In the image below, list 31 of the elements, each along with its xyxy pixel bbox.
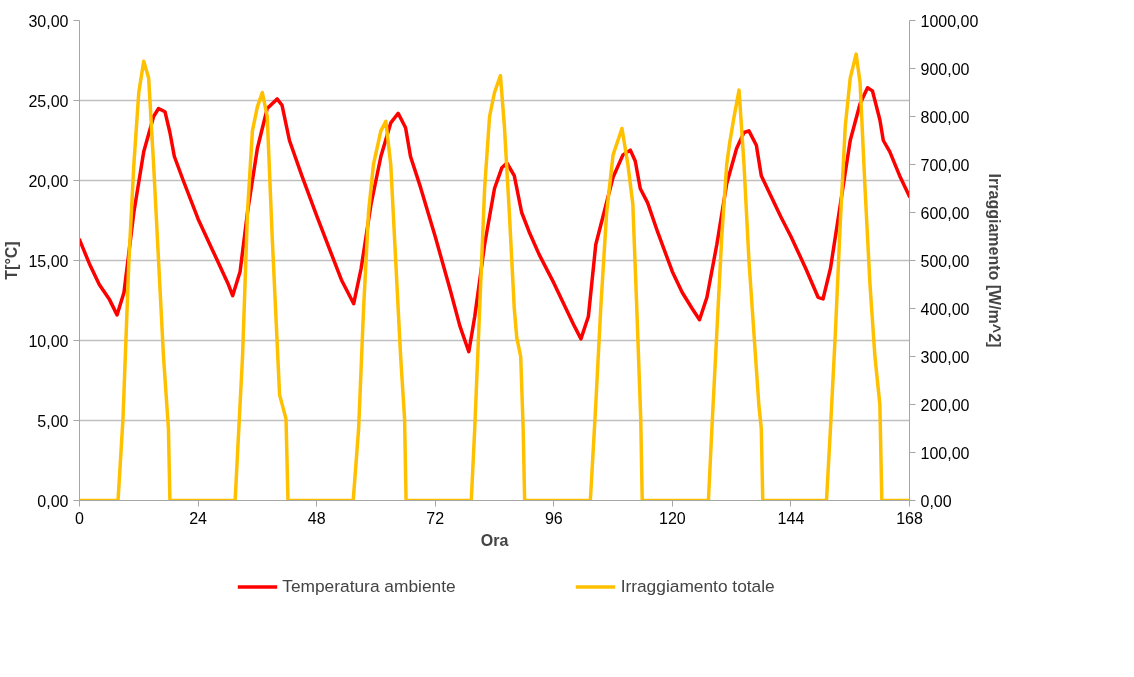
x-tick-label: 144 xyxy=(777,509,805,527)
y-tick-label: 15,00 xyxy=(28,252,69,270)
x-tick-label: 120 xyxy=(659,509,686,527)
y2-tick-label: 300,00 xyxy=(920,348,970,366)
legend-label: Irraggiamento totale xyxy=(620,575,775,597)
x-tick-label: 24 xyxy=(189,509,208,527)
y2-tick-label: 600,00 xyxy=(920,204,970,222)
y2-tick-label: 800,00 xyxy=(920,108,970,126)
y-tick-label: 5,00 xyxy=(37,412,69,430)
legend-label: Temperatura ambiente xyxy=(282,575,456,597)
x-tick-label: 0 xyxy=(75,509,85,527)
y-tick-label: 10,00 xyxy=(28,332,69,350)
y-tick-label: 25,00 xyxy=(28,92,69,110)
y2-tick-label: 500,00 xyxy=(920,252,970,270)
y2-tick-label: 900,00 xyxy=(920,60,970,78)
y2-tick-label: 100,00 xyxy=(920,444,970,462)
y2-tick-label: 200,00 xyxy=(920,396,970,414)
y-tick-label: 30,00 xyxy=(28,12,69,30)
x-tick-label: 72 xyxy=(426,509,445,527)
y2-axis-title: Irraggiamento [W/m^2] xyxy=(986,173,1004,348)
y-tick-label: 20,00 xyxy=(28,172,69,190)
y-axis-title: T[°C] xyxy=(3,241,21,280)
x-axis-title: Ora xyxy=(480,531,509,549)
y2-tick-label: 1000,00 xyxy=(920,12,979,30)
y2-tick-label: 400,00 xyxy=(920,300,970,318)
x-tick-label: 96 xyxy=(544,509,563,527)
y-tick-label: 0,00 xyxy=(37,492,69,510)
y2-tick-label: 0,00 xyxy=(920,492,952,510)
y2-tick-label: 700,00 xyxy=(920,156,970,174)
x-tick-label: 168 xyxy=(896,509,923,527)
x-tick-label: 48 xyxy=(307,509,326,527)
